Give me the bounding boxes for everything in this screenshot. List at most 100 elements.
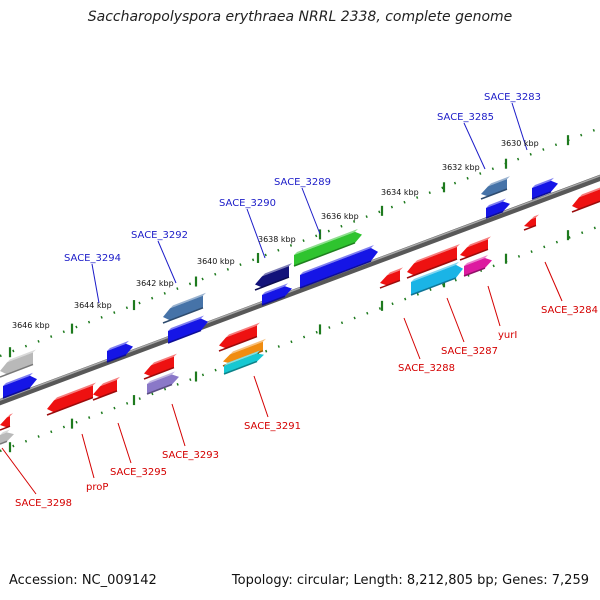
gene-label-sace-3283[interactable]: SACE_3283 (484, 92, 541, 103)
reverse-feature-body (464, 258, 492, 276)
gene-label-sace-3298[interactable]: SACE_3298 (15, 498, 72, 509)
forward-feature[interactable] (299, 245, 378, 289)
reverse-feature[interactable] (379, 267, 403, 289)
reverse-feature[interactable] (459, 236, 491, 261)
reverse-feature[interactable] (410, 261, 463, 296)
gene-label-sace-3293[interactable]: SACE_3293 (162, 450, 219, 461)
reverse-feature[interactable] (146, 371, 179, 395)
gene-label-sace-3288[interactable]: SACE_3288 (398, 363, 455, 374)
gene-label-sace-3294[interactable]: SACE_3294 (64, 253, 121, 264)
reverse-feature[interactable] (92, 376, 120, 401)
reverse-feature-top-face (100, 376, 120, 387)
gene-label-sace-3284[interactable]: SACE_3284 (541, 305, 598, 316)
forward-feature[interactable] (167, 315, 208, 344)
forward-feature[interactable] (293, 228, 362, 267)
leader-line (403, 317, 421, 360)
accession-text: Accession: NC_009142 (9, 573, 157, 588)
gene-label-yuri[interactable]: yurI (498, 330, 517, 341)
forward-feature[interactable] (485, 198, 510, 219)
leader-line (463, 122, 486, 170)
reverse-strand-features (0, 186, 600, 445)
reverse-feature-body (524, 217, 536, 228)
forward-feature[interactable] (531, 177, 558, 200)
leader-line (511, 102, 528, 151)
reverse-feature-body (411, 264, 463, 295)
reverse-feature[interactable] (0, 429, 14, 445)
forward-feature-top-face (262, 263, 292, 277)
gene-label-sace-3291[interactable]: SACE_3291 (244, 421, 301, 432)
leader-line (301, 187, 321, 235)
leader-line (171, 403, 186, 447)
forward-feature-body (481, 179, 507, 197)
gene-label-sace-3287[interactable]: SACE_3287 (441, 346, 498, 357)
forward-feature-top-face (168, 315, 204, 331)
reverse-feature[interactable] (463, 255, 492, 277)
forward-feature[interactable] (480, 176, 510, 200)
reverse-feature-edge (218, 335, 258, 352)
reverse-feature[interactable] (46, 382, 96, 416)
forward-feature-edge (299, 260, 372, 289)
leader-line (1, 447, 37, 495)
gene-label-sace-3295[interactable]: SACE_3295 (110, 467, 167, 478)
reverse-feature-edge (146, 383, 173, 395)
reverse-feature-body (224, 353, 264, 374)
reverse-feature-body (407, 247, 457, 276)
reverse-feature-body (460, 239, 488, 258)
gene-label-sace-3289[interactable]: SACE_3289 (274, 177, 331, 188)
reverse-feature[interactable] (223, 350, 264, 375)
reverse-feature-edge (410, 277, 457, 296)
forward-feature-edge (0, 363, 34, 378)
forward-feature-top-face (3, 372, 33, 386)
reverse-feature[interactable] (218, 322, 260, 352)
reverse-feature[interactable] (571, 186, 600, 213)
forward-feature-top-face (7, 349, 36, 363)
forward-feature-body (300, 248, 378, 288)
ruler-label-3640: 3640 kbp (197, 257, 235, 266)
leader-line (253, 375, 269, 418)
reverse-feature-edge (46, 396, 94, 416)
reverse-feature-body (144, 356, 174, 377)
reverse-feature-body (0, 416, 10, 428)
forward-feature[interactable] (2, 372, 37, 399)
reverse-feature-edge (463, 267, 486, 277)
reverse-feature-top-face (464, 255, 488, 266)
leader-line (246, 208, 266, 259)
forward-feature[interactable] (261, 283, 292, 306)
forward-strand-features (0, 176, 558, 399)
gene-label-sace-3292[interactable]: SACE_3292 (131, 230, 188, 241)
reverse-feature-body (572, 189, 600, 210)
forward-feature-top-face (262, 283, 288, 295)
forward-feature-top-face (107, 340, 129, 351)
forward-ruler (0, 126, 600, 358)
reverse-feature[interactable] (0, 413, 13, 431)
reverse-feature[interactable] (523, 214, 539, 231)
forward-feature-body (107, 343, 133, 362)
forward-feature[interactable] (254, 263, 292, 291)
leader-line (446, 297, 465, 343)
gene-label-sace-3290[interactable]: SACE_3290 (219, 198, 276, 209)
gene-label-sace-3285[interactable]: SACE_3285 (437, 112, 494, 123)
reverse-feature-edge (0, 425, 11, 431)
reverse-feature-body (0, 432, 14, 444)
reverse-feature-top-face (414, 244, 460, 264)
reverse-feature-body (47, 385, 93, 413)
leader-line (544, 261, 563, 302)
leader-line (91, 263, 100, 304)
forward-feature[interactable] (106, 340, 133, 363)
reverse-feature-top-face (147, 371, 175, 384)
ruler-label-3646: 3646 kbp (12, 321, 50, 330)
reverse-feature-top-face (224, 350, 260, 366)
reverse-feature[interactable] (406, 244, 460, 279)
forward-feature[interactable] (162, 292, 206, 324)
leader-line (157, 240, 177, 284)
forward-feature-edge (480, 188, 508, 200)
reverse-feature-edge (406, 258, 458, 279)
reverse-feature-edge (0, 440, 8, 445)
forward-feature-body (3, 375, 37, 398)
forward-feature[interactable] (0, 349, 36, 378)
gene-label-prop[interactable]: proP (86, 482, 108, 493)
ruler-label-3632: 3632 kbp (442, 163, 480, 172)
reverse-feature-top-face (151, 353, 177, 366)
reverse-feature[interactable] (143, 353, 177, 380)
forward-feature-edge (293, 242, 356, 267)
